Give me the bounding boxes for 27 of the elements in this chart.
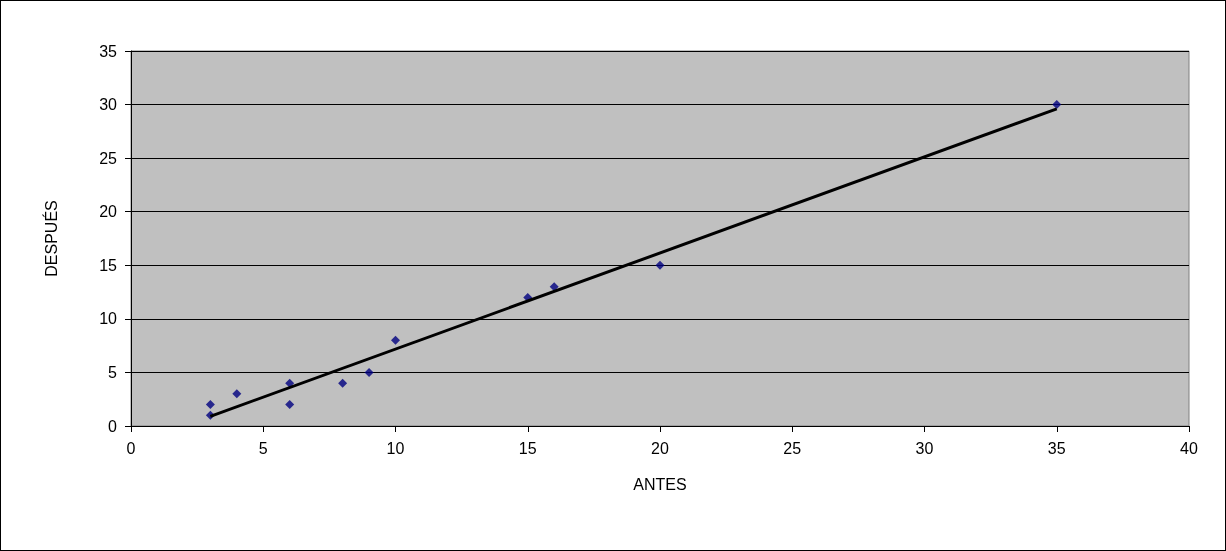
point bbox=[655, 260, 665, 270]
y-tick-label: 15 bbox=[99, 256, 118, 274]
y-tick-label: 20 bbox=[99, 203, 118, 221]
y-tick-label: 5 bbox=[108, 363, 118, 381]
x-tick-label: 25 bbox=[783, 439, 802, 457]
point bbox=[232, 389, 242, 399]
point bbox=[285, 400, 295, 410]
point bbox=[1052, 100, 1062, 110]
y-tick-label: 35 bbox=[99, 42, 118, 60]
y-tick-label: 10 bbox=[99, 310, 118, 328]
point bbox=[364, 367, 374, 377]
y-tick-label: 30 bbox=[99, 96, 118, 114]
x-tick-label: 5 bbox=[258, 439, 268, 457]
y-tick-label: 0 bbox=[108, 417, 118, 435]
point bbox=[338, 378, 348, 388]
x-tick-label: 15 bbox=[518, 439, 537, 457]
x-tick-label: 30 bbox=[915, 439, 934, 457]
x-tick-label: 35 bbox=[1047, 439, 1066, 457]
x-tick-label: 0 bbox=[126, 439, 136, 457]
point bbox=[391, 335, 400, 345]
x-tick-label: 10 bbox=[386, 439, 405, 457]
x-axis-title: ANTES bbox=[633, 475, 687, 493]
y-axis-title: DESPUÉS bbox=[41, 200, 60, 277]
x-tick-label: 20 bbox=[651, 439, 669, 457]
x-tick-label: 40 bbox=[1180, 439, 1198, 457]
y-tick-label: 25 bbox=[99, 149, 118, 167]
point bbox=[205, 400, 215, 410]
